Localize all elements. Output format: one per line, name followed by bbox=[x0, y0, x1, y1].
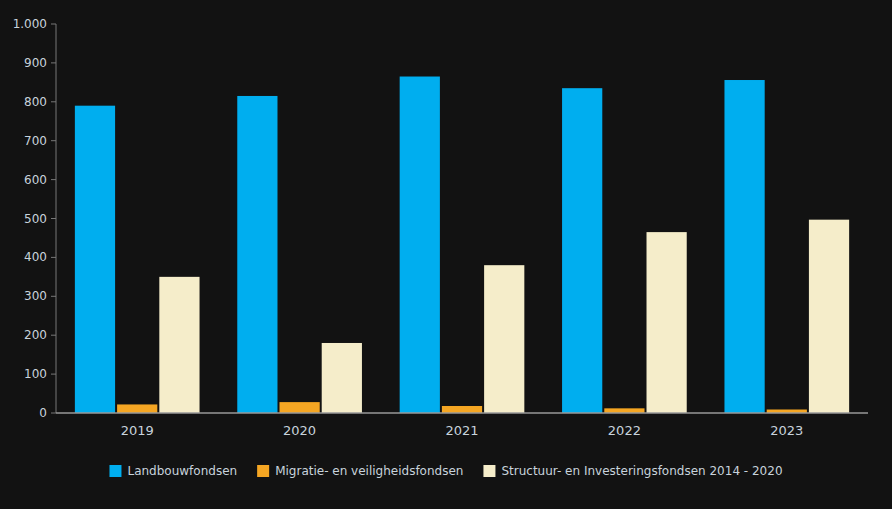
bar bbox=[562, 88, 602, 413]
y-tick-label: 100 bbox=[24, 367, 47, 381]
legend-swatch bbox=[483, 465, 495, 477]
page: {"chart_data": {"type": "bar", "categori… bbox=[0, 0, 892, 509]
bar bbox=[279, 402, 319, 413]
x-tick-label: 2023 bbox=[770, 423, 803, 438]
y-tick-label: 200 bbox=[24, 328, 47, 342]
legend-swatch bbox=[109, 465, 121, 477]
bar bbox=[442, 406, 482, 413]
y-tick bbox=[51, 296, 56, 297]
y-tick-label: 400 bbox=[24, 250, 47, 264]
bar bbox=[484, 265, 524, 413]
y-tick bbox=[51, 335, 56, 336]
x-tick-label: 2022 bbox=[608, 423, 641, 438]
y-tick bbox=[51, 101, 56, 102]
legend-item: Structuur- en Investeringsfondsen 2014 -… bbox=[483, 464, 782, 478]
y-tick-label: 500 bbox=[24, 212, 47, 226]
y-tick-label: 700 bbox=[24, 134, 47, 148]
bars bbox=[75, 77, 849, 413]
y-tick bbox=[51, 413, 56, 414]
bar bbox=[647, 232, 687, 413]
x-tick-label: 2019 bbox=[121, 423, 154, 438]
y-axis-line bbox=[56, 24, 57, 413]
x-tick-label: 2021 bbox=[445, 423, 478, 438]
y-tick-label: 800 bbox=[24, 95, 47, 109]
y-tick-label: 0 bbox=[39, 406, 47, 420]
y-tick bbox=[51, 140, 56, 141]
bar bbox=[809, 220, 849, 413]
bar bbox=[117, 404, 157, 413]
y-axis: 0 100 200 300 400 500 600 700 800 900 1.000 bbox=[13, 17, 56, 420]
bar bbox=[322, 343, 362, 413]
bar bbox=[724, 80, 764, 413]
legend-label: Landbouwfondsen bbox=[127, 464, 237, 478]
y-tick bbox=[51, 179, 56, 180]
y-tick bbox=[51, 374, 56, 375]
legend-item: Migratie- en veiligheidsfondsen bbox=[257, 464, 463, 478]
y-tick bbox=[51, 218, 56, 219]
bar bbox=[159, 277, 199, 413]
y-tick bbox=[51, 62, 56, 63]
legend-item: Landbouwfondsen bbox=[109, 464, 237, 478]
bar bbox=[75, 106, 115, 413]
chart-svg: 0 100 200 300 400 500 600 700 800 900 1.000 2019 202… bbox=[0, 0, 892, 509]
chart-container: 0 100 200 300 400 500 600 700 800 900 1.000 2019 202… bbox=[0, 0, 892, 509]
x-axis: 2019 2020 2021 2022 2023 bbox=[56, 413, 868, 438]
legend-swatch bbox=[257, 465, 269, 477]
x-tick-label: 2020 bbox=[283, 423, 316, 438]
legend-label: Migratie- en veiligheidsfondsen bbox=[275, 464, 463, 478]
y-tick bbox=[51, 24, 56, 25]
y-tick-label: 600 bbox=[24, 173, 47, 187]
x-axis-line bbox=[56, 412, 868, 414]
y-tick-label: 1.000 bbox=[13, 17, 47, 31]
bar bbox=[400, 77, 440, 413]
legend: Landbouwfondsen Migratie- en veiligheidsf… bbox=[109, 464, 782, 478]
y-tick bbox=[51, 257, 56, 258]
legend-label: Structuur- en Investeringsfondsen 2014 -… bbox=[501, 464, 782, 478]
y-tick-label: 300 bbox=[24, 289, 47, 303]
y-tick-label: 900 bbox=[24, 56, 47, 70]
bar bbox=[237, 96, 277, 413]
